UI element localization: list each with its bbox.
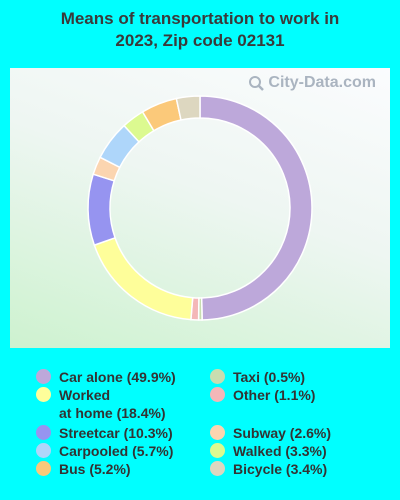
chart-title: Means of transportation to work in 2023,… xyxy=(0,8,400,52)
slice-streetcar xyxy=(87,173,117,247)
chart-title-line-2: 2023, Zip code 02131 xyxy=(115,31,285,50)
slice-car-alone xyxy=(199,95,313,321)
chart-title-line-1: Means of transportation to work in xyxy=(60,9,340,28)
watermark: City-Data.com xyxy=(248,74,376,92)
magnifier-icon xyxy=(249,76,265,91)
slice-bicycle xyxy=(175,95,201,121)
slice-worked-at-home xyxy=(93,236,194,321)
watermark-text: City-Data.com xyxy=(268,74,376,91)
